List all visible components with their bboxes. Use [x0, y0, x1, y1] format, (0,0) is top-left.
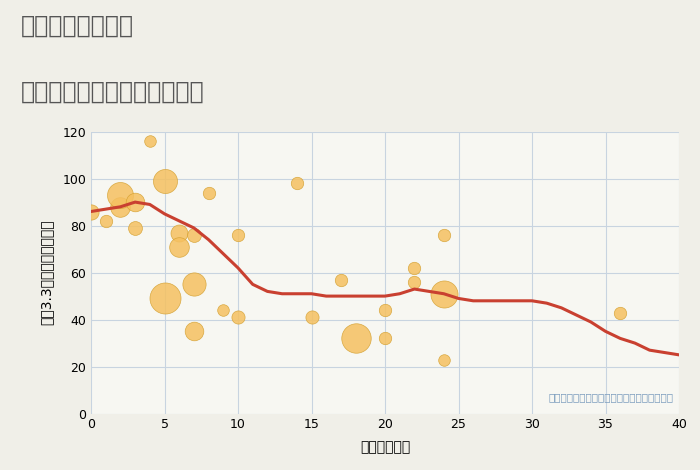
Text: 円の大きさは、取引のあった物件面積を示す: 円の大きさは、取引のあった物件面積を示す	[548, 392, 673, 402]
Point	[335, 276, 346, 283]
Point	[100, 217, 111, 225]
Point	[188, 328, 199, 335]
Point	[438, 356, 449, 363]
Point	[203, 189, 214, 196]
Point	[438, 290, 449, 298]
Point	[379, 335, 391, 342]
Point	[130, 224, 141, 232]
Point	[159, 295, 170, 302]
Point	[409, 264, 420, 272]
Point	[174, 243, 185, 251]
Text: 三重県桑名市友村: 三重県桑名市友村	[21, 14, 134, 38]
Point	[130, 198, 141, 206]
Point	[291, 180, 302, 187]
Point	[115, 191, 126, 199]
Point	[615, 309, 626, 316]
Point	[188, 281, 199, 288]
Y-axis label: 坪（3.3㎡）単価（万円）: 坪（3.3㎡）単価（万円）	[40, 220, 54, 325]
Point	[438, 231, 449, 239]
Point	[409, 278, 420, 286]
Point	[350, 335, 361, 342]
Point	[188, 231, 199, 239]
Point	[218, 306, 229, 314]
Point	[232, 231, 244, 239]
Point	[159, 177, 170, 185]
Text: 築年数別中古マンション価格: 築年数別中古マンション価格	[21, 80, 204, 104]
Point	[144, 137, 155, 145]
Point	[174, 229, 185, 236]
X-axis label: 築年数（年）: 築年数（年）	[360, 440, 410, 454]
Point	[115, 203, 126, 211]
Point	[306, 313, 317, 321]
Point	[85, 208, 97, 215]
Point	[379, 306, 391, 314]
Point	[232, 313, 244, 321]
